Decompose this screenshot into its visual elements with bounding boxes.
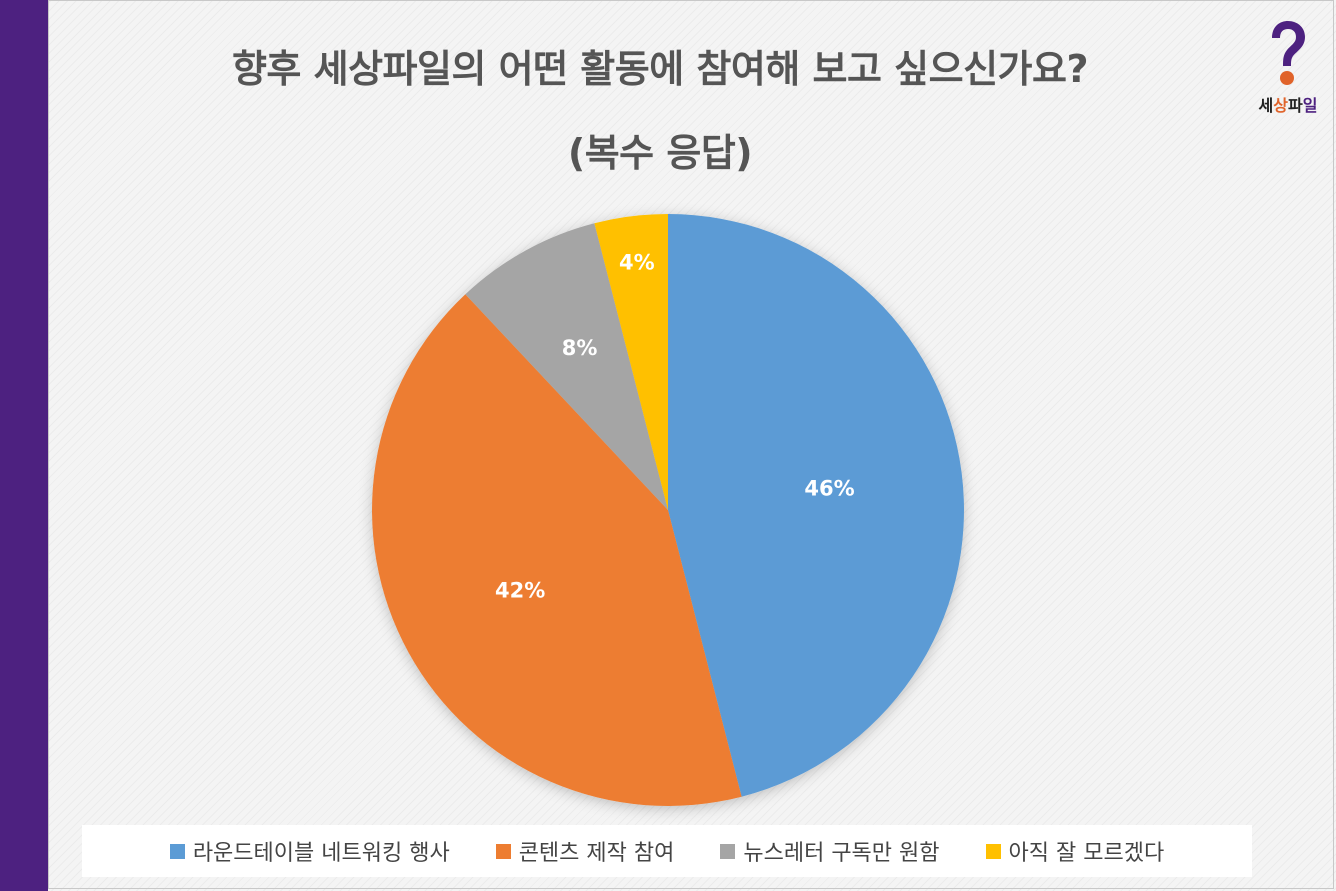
- legend-swatch-content: [495, 843, 511, 859]
- legend-item-unsure: 아직 잘 모르겠다: [985, 835, 1165, 867]
- question-mark-icon: [1272, 21, 1305, 85]
- legend-label-unsure: 아직 잘 모르겠다: [1008, 841, 1165, 866]
- brand-logo: 세상파일: [1248, 18, 1328, 118]
- legend-item-networking: 라운드테이블 네트워킹 행사: [169, 835, 450, 867]
- legend-item-content: 콘텐츠 제작 참여: [495, 835, 675, 867]
- chart-subtitle: (복수 응답): [567, 131, 753, 175]
- legend-swatch-newsletter: [720, 843, 736, 859]
- left-accent-band: [0, 0, 48, 891]
- pie-slice-content: [372, 294, 742, 806]
- pie-slice-newsletter: [465, 223, 668, 511]
- legend-swatch-unsure: [985, 843, 1001, 859]
- pie-slice-unsure: [594, 214, 668, 510]
- legend-swatch-networking: [169, 843, 185, 859]
- data-label-networking: 46%: [804, 477, 854, 501]
- legend-label-content: 콘텐츠 제작 참여: [518, 841, 675, 866]
- data-label-newsletter: 8%: [562, 336, 598, 360]
- pie-slice-networking: [668, 214, 964, 797]
- data-label-unsure: 4%: [619, 250, 655, 274]
- chart-legend: 라운드테이블 네트워킹 행사 콘텐츠 제작 참여 뉴스레터 구독만 원함 아직 …: [82, 825, 1252, 877]
- pie-chart: 46% 42% 8% 4%: [372, 214, 964, 806]
- legend-item-newsletter: 뉴스레터 구독만 원함: [720, 835, 940, 867]
- chart-title: 향후 세상파일의 어떤 활동에 참여해 보고 싶으신가요?: [231, 47, 1089, 91]
- logo-text: 세상파일: [1258, 96, 1318, 115]
- data-label-content: 42%: [495, 578, 545, 602]
- legend-label-newsletter: 뉴스레터 구독만 원함: [743, 841, 940, 866]
- legend-label-networking: 라운드테이블 네트워킹 행사: [192, 841, 450, 866]
